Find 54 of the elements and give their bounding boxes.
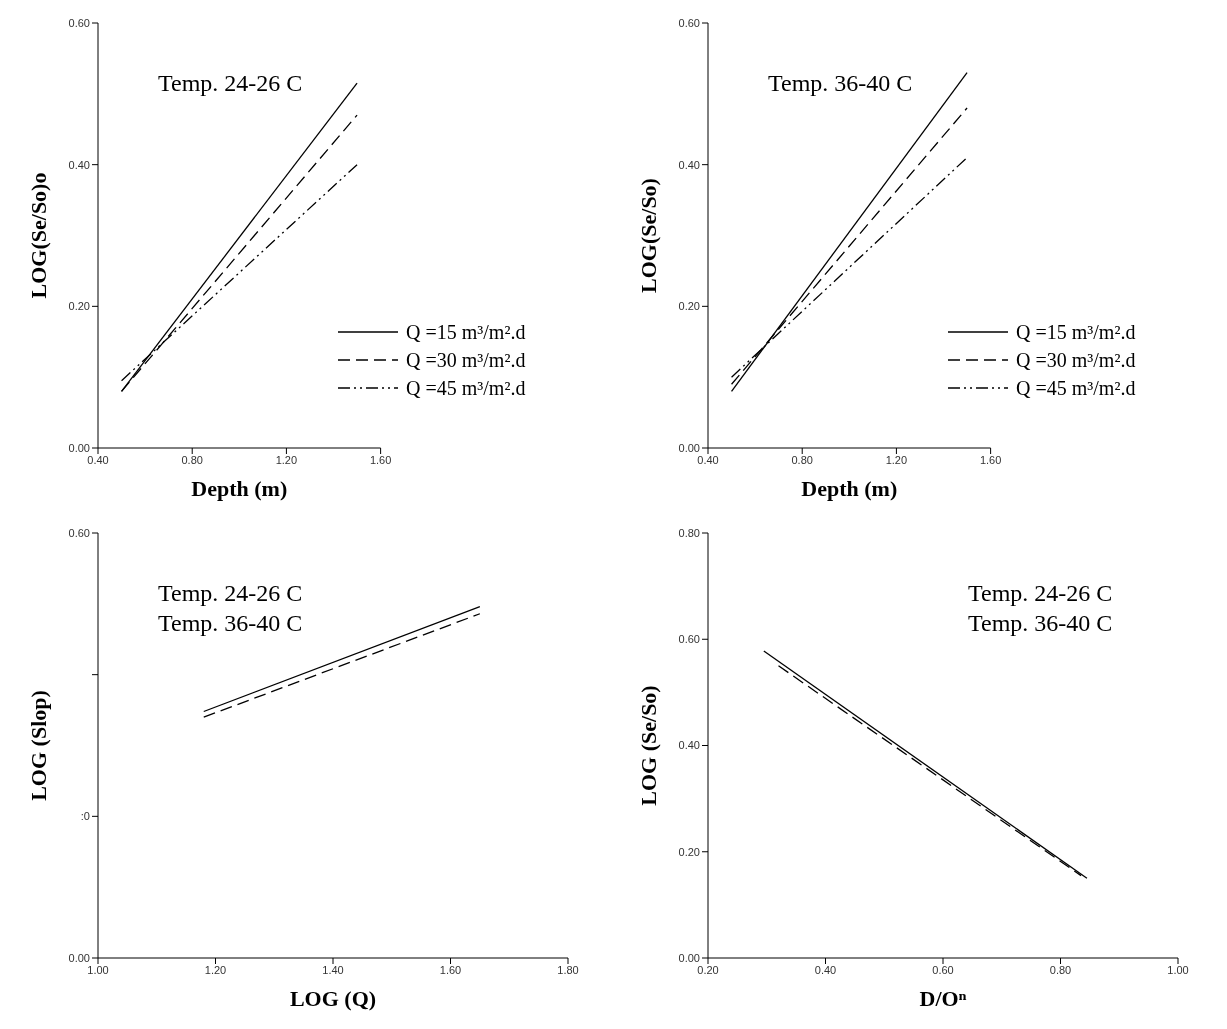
y-tick-label: 0.40	[678, 158, 700, 171]
annotation: Temp. 24-26 C	[158, 69, 303, 98]
x-axis-title: LOG (Q)	[289, 986, 377, 1011]
annotation: Temp. 24-26 C	[968, 579, 1113, 608]
legend-label: Q =15 m³/m².d	[1016, 320, 1136, 344]
x-tick-label: 1.20	[204, 963, 227, 976]
x-tick-label: 1.80	[557, 963, 579, 976]
annotation: Temp. 36-40 C	[968, 609, 1113, 638]
y-tick-label: 0.60	[678, 633, 700, 646]
x-tick-label: 1.60	[979, 453, 1002, 466]
y-axis-title: LOG(Se/So)	[635, 178, 661, 293]
legend-label: Q =30 m³/m².d	[1016, 348, 1136, 372]
x-axis-title: Depth (m)	[801, 476, 898, 501]
y-axis-title: LOG (Se/So)	[635, 685, 661, 806]
x-tick-label: 1.40	[322, 963, 344, 976]
x-tick-label: 1.60	[369, 453, 392, 466]
x-tick-label: 1.60	[439, 963, 462, 976]
y-tick-label: 0.60	[678, 16, 700, 29]
y-tick-label: 0.40	[678, 739, 700, 752]
y-axis-title: LOG (Slop)	[25, 690, 51, 801]
y-tick-label: 0.80	[678, 526, 700, 539]
x-tick-label: 0.40	[814, 963, 837, 976]
y-tick-label: 0.20	[68, 300, 90, 313]
y-tick-label: 0.40	[68, 158, 90, 171]
y-tick-label: 0.00	[68, 951, 90, 964]
y-tick-label: 0.00	[68, 441, 90, 454]
x-tick-label: 0.20	[697, 963, 719, 976]
x-tick-label: 0.80	[181, 453, 203, 466]
y-tick-label: :0	[80, 810, 90, 823]
y-tick-label: 0.60	[68, 16, 90, 29]
y-tick-label: 0.00	[678, 951, 700, 964]
annotation: Temp. 24-26 C	[158, 579, 303, 608]
legend-label: Q =15 m³/m².d	[406, 320, 526, 344]
y-axis-title: LOG(Se/So)o	[25, 172, 51, 299]
x-tick-label: 1.20	[275, 453, 298, 466]
legend-label: Q =45 m³/m².d	[406, 376, 526, 400]
x-tick-label: 0.40	[697, 453, 719, 466]
x-tick-label: 1.20	[885, 453, 908, 466]
legend-label: Q =45 m³/m².d	[1016, 376, 1136, 400]
y-tick-label: 0.60	[68, 526, 90, 539]
x-tick-label: 0.80	[1049, 963, 1072, 976]
y-tick-label: 0.20	[678, 845, 700, 858]
annotation: Temp. 36-40 C	[768, 69, 913, 98]
x-axis-title: D/Oⁿ	[919, 986, 967, 1011]
x-tick-label: 0.60	[932, 963, 954, 976]
x-axis-title: Depth (m)	[191, 476, 288, 501]
y-tick-label: 0.00	[678, 441, 700, 454]
y-tick-label: 0.20	[678, 300, 700, 313]
annotation: Temp. 36-40 C	[158, 609, 303, 638]
x-tick-label: 1.00	[1167, 963, 1189, 976]
x-tick-label: 0.40	[87, 453, 109, 466]
x-tick-label: 1.00	[87, 963, 109, 976]
x-tick-label: 0.80	[791, 453, 813, 466]
legend-label: Q =30 m³/m².d	[406, 348, 526, 372]
